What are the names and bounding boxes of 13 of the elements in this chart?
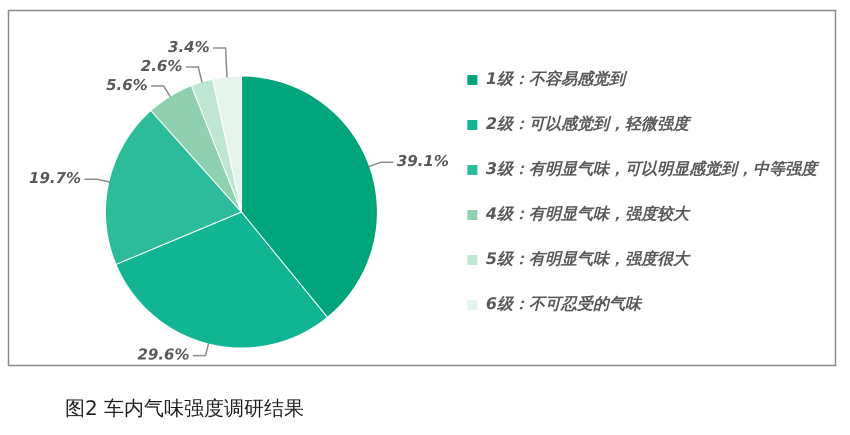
legend-label: 4级：有明显气味，强度较大: [484, 204, 691, 224]
legend-label: 2级：可以感觉到，轻微强度: [486, 114, 692, 134]
data-label: 5.6%: [106, 76, 148, 94]
legend-label: 3级：有明显气味，可以明显感觉到，中等强度: [486, 159, 820, 178]
caption: 图2 车内气味强度调研结果: [65, 396, 304, 420]
data-label: 19.7%: [29, 169, 82, 188]
legend-label: 6级：不可忍受的气味: [486, 294, 643, 314]
legend-label: 1级：不容易感觉到: [486, 69, 628, 88]
data-label: 39.1%: [396, 152, 449, 170]
legend-label: 5级：有明显气味，强度很大: [486, 249, 691, 268]
data-label: 3.4%: [168, 38, 210, 56]
data-label: 29.6%: [137, 345, 190, 364]
data-label: 2.6%: [140, 56, 182, 75]
